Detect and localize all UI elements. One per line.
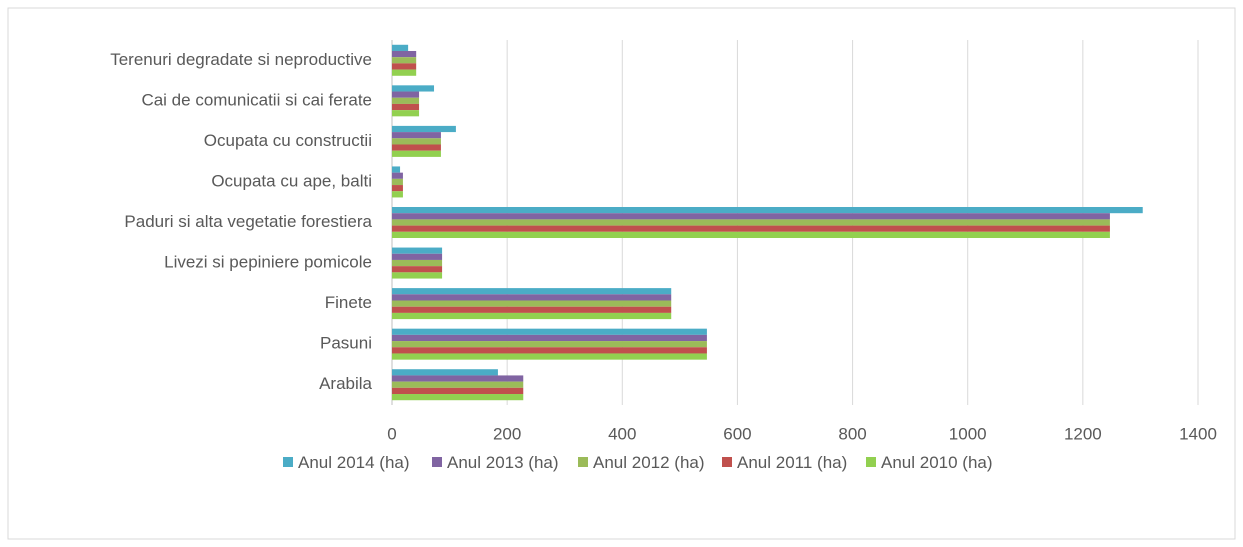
bar <box>392 369 498 376</box>
bar <box>392 207 1143 214</box>
bar <box>392 166 401 173</box>
bar <box>392 57 417 64</box>
y-tick-label: Paduri si alta vegetatie forestiera <box>124 212 372 231</box>
legend-swatch <box>722 457 732 467</box>
legend-label: Anul 2014 (ha) <box>298 453 410 472</box>
bar <box>392 191 403 198</box>
bar <box>392 219 1110 226</box>
bar <box>392 213 1110 220</box>
x-tick-label: 1200 <box>1064 424 1102 443</box>
y-tick-label: Terenuri degradate si neproductive <box>110 50 372 69</box>
legend-item: Anul 2010 (ha) <box>866 448 1001 477</box>
legend-label: Anul 2013 (ha) <box>447 453 559 472</box>
bar <box>392 247 443 254</box>
bar <box>392 394 524 401</box>
legend-swatch <box>283 457 293 467</box>
legend-label: Anul 2010 (ha) <box>881 453 993 472</box>
legend-swatch <box>866 457 876 467</box>
bar <box>392 185 403 192</box>
x-tick-label: 600 <box>723 424 751 443</box>
bar <box>392 150 441 157</box>
bar <box>392 110 420 117</box>
legend-swatch <box>578 457 588 467</box>
x-tick-label: 400 <box>608 424 636 443</box>
bar <box>392 132 441 139</box>
x-tick-label: 1400 <box>1179 424 1217 443</box>
bar <box>392 381 524 388</box>
bar <box>392 85 435 92</box>
bar <box>392 138 441 145</box>
bar <box>392 266 443 273</box>
bar <box>392 375 524 382</box>
bar <box>392 306 672 313</box>
bar <box>392 69 417 76</box>
chart-border <box>7 7 1236 540</box>
bar <box>392 341 707 348</box>
bar <box>392 172 403 179</box>
bar <box>392 288 672 295</box>
bar <box>392 253 443 260</box>
bar <box>392 387 524 395</box>
x-tick-label: 200 <box>493 424 521 443</box>
bar <box>392 294 672 301</box>
bar <box>392 97 420 104</box>
bar <box>392 63 417 70</box>
bar <box>392 312 672 320</box>
y-tick-label: Cai de comunicatii si cai ferate <box>141 90 372 109</box>
legend-item: Anul 2012 (ha) <box>578 448 713 477</box>
bar <box>392 125 456 133</box>
bar <box>392 50 417 58</box>
y-tick-label: Pasuni <box>320 334 372 353</box>
bar <box>392 178 403 186</box>
bar <box>392 347 707 354</box>
y-tick-label: Livezi si pepiniere pomicole <box>164 253 372 272</box>
x-tick-label: 1000 <box>949 424 987 443</box>
legend-swatch <box>432 457 442 467</box>
x-tick-label: 0 <box>387 424 396 443</box>
bar <box>392 259 443 267</box>
x-tick-label: 800 <box>838 424 866 443</box>
bar <box>392 103 420 111</box>
legend-label: Anul 2011 (ha) <box>737 453 848 472</box>
bar <box>392 334 707 342</box>
legend-item: Anul 2013 (ha) <box>432 448 567 477</box>
legend-item: Anul 2014 (ha) <box>283 448 418 477</box>
bar <box>392 353 707 360</box>
bar <box>392 44 409 51</box>
bar <box>392 231 1110 238</box>
legend-item: Anul 2011 (ha) <box>722 448 857 477</box>
bar <box>392 300 672 307</box>
y-tick-label: Ocupata cu constructii <box>204 131 372 150</box>
y-tick-label: Finete <box>325 293 372 312</box>
bar <box>392 91 420 98</box>
bar <box>392 144 441 151</box>
bar <box>392 272 443 279</box>
y-tick-label: Ocupata cu ape, balti <box>211 171 372 190</box>
bar <box>392 328 707 335</box>
legend-label: Anul 2012 (ha) <box>593 453 705 472</box>
y-tick-label: Arabila <box>319 374 372 393</box>
bar <box>392 225 1110 232</box>
